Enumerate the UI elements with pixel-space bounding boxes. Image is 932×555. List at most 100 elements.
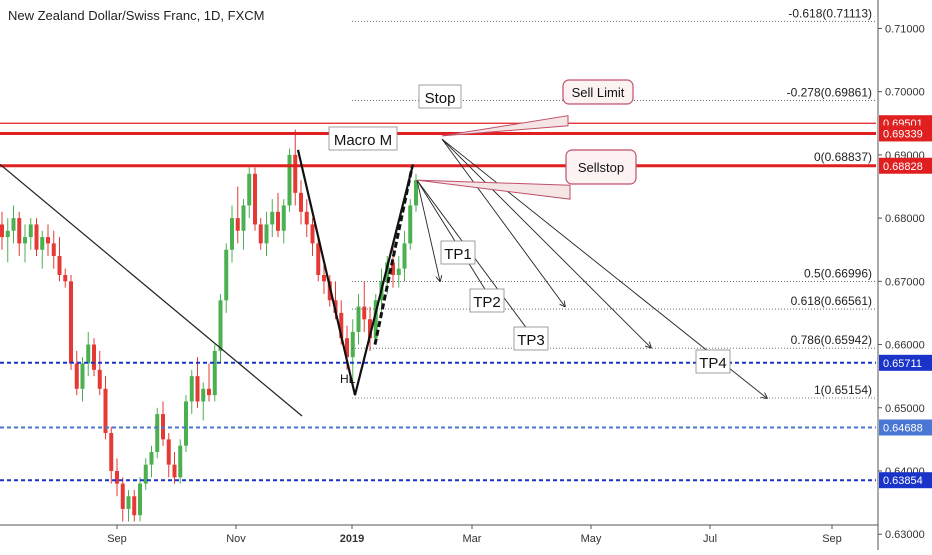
tp3-label-box (513, 326, 549, 351)
fib-level-label: 1(0.65154) (814, 383, 872, 397)
price-axis-label: 0.70000 (885, 87, 925, 99)
tp4-label-box (695, 349, 731, 374)
price-axis-background (878, 0, 932, 550)
price-tag (879, 125, 932, 142)
sellstop-label: Sellstop (578, 160, 624, 175)
price-axis-label: 0.66000 (885, 340, 925, 352)
candle-body (264, 224, 269, 244)
candle-body (63, 275, 68, 282)
candle-body (189, 376, 194, 402)
price-axis-label: 0.71000 (885, 23, 925, 35)
trend-line (0, 163, 303, 417)
candle-body (304, 211, 309, 225)
macro-m-label: Macro M (334, 132, 392, 149)
candle-body (345, 338, 349, 358)
candle-body (339, 312, 344, 339)
candle-body (218, 300, 223, 351)
candle-body (396, 268, 401, 275)
drawings-layer: Sell Limit Sellstop Macro M Stop TP1 TP2 TP3 TP… (0, 79, 767, 417)
candle-body (138, 483, 142, 516)
candle-body (212, 350, 217, 396)
tp2-label-box (469, 288, 505, 313)
sellstop-callout (565, 149, 637, 185)
fib-level-label: 0(0.68837) (814, 150, 872, 164)
candle-body (57, 256, 62, 275)
sell-limit-callout (562, 79, 634, 105)
candle-body (74, 363, 79, 389)
candle-body (69, 281, 73, 364)
candle-body (322, 275, 326, 282)
macro-m-label-box (328, 126, 398, 151)
candle-body (149, 452, 154, 465)
candle-body (350, 331, 355, 358)
target-arrow (441, 138, 651, 348)
candle-body (115, 470, 119, 484)
candle-body (247, 173, 252, 206)
candle-body (109, 433, 114, 471)
price-tag-label: 0.68828 (883, 161, 923, 173)
time-axis-label: May (581, 533, 602, 545)
price-tag (879, 157, 932, 174)
candle-body (46, 237, 50, 244)
candle-body (258, 224, 263, 244)
candle-body (172, 464, 177, 478)
candle-body (230, 218, 234, 250)
candle-body (166, 439, 171, 465)
time-axis-label: Nov (226, 533, 246, 545)
time-axis-label: Jul (703, 533, 717, 545)
target-arrow (416, 179, 541, 348)
tp4-label: TP4 (699, 355, 727, 372)
tp2-label: TP2 (473, 294, 501, 311)
candle-body (235, 218, 240, 231)
price-axis-label: 0.68000 (885, 213, 925, 225)
price-tag (879, 419, 932, 436)
candle-body (120, 483, 125, 509)
candle-body (28, 224, 33, 238)
fib-level-label: -0.618(0.71113) (788, 6, 872, 20)
price-tag-label: 0.64688 (883, 422, 923, 434)
time-axis-label: Mar (463, 533, 482, 545)
candle-body (207, 388, 211, 396)
candle-body (184, 401, 188, 446)
macro-m-pattern (296, 149, 415, 396)
candle-body (126, 496, 131, 509)
time-axis-label: 2019 (340, 533, 364, 545)
candle-body (97, 369, 102, 389)
candle-body (362, 306, 367, 320)
candle-body (408, 205, 413, 244)
price-axis-label: 0.65000 (885, 403, 925, 415)
candle-body (92, 344, 96, 370)
candle-body (178, 445, 183, 478)
candle-body (276, 211, 280, 231)
candle-body (402, 243, 407, 269)
candle-body (299, 192, 303, 212)
candle-body (155, 414, 160, 453)
candle-body (385, 262, 390, 282)
candle-body (40, 237, 45, 250)
tp3-label: TP3 (517, 332, 545, 349)
chart-title: New Zealand Dollar/Swiss Franc, 1D, FXCM (8, 8, 264, 23)
candle-body (253, 173, 257, 225)
price-tag (879, 354, 932, 371)
candle-body (34, 224, 39, 250)
candle-body (80, 363, 85, 389)
target-arrow (416, 180, 440, 281)
tp1-label: TP1 (444, 246, 472, 263)
price-tag (879, 472, 932, 489)
time-axis-label: Sep (107, 533, 127, 545)
price-tag-label: 0.69339 (883, 128, 923, 140)
stop-label: Stop (425, 90, 456, 107)
candle-body (103, 388, 108, 434)
candle-body (5, 230, 10, 238)
candle-body (0, 224, 4, 238)
candle-body (391, 262, 395, 275)
candle-body (356, 306, 361, 332)
candle-body (17, 218, 22, 244)
target-arrow (441, 138, 565, 307)
candle-body (310, 224, 315, 244)
candle-body (224, 249, 229, 301)
candle-body (132, 496, 137, 516)
